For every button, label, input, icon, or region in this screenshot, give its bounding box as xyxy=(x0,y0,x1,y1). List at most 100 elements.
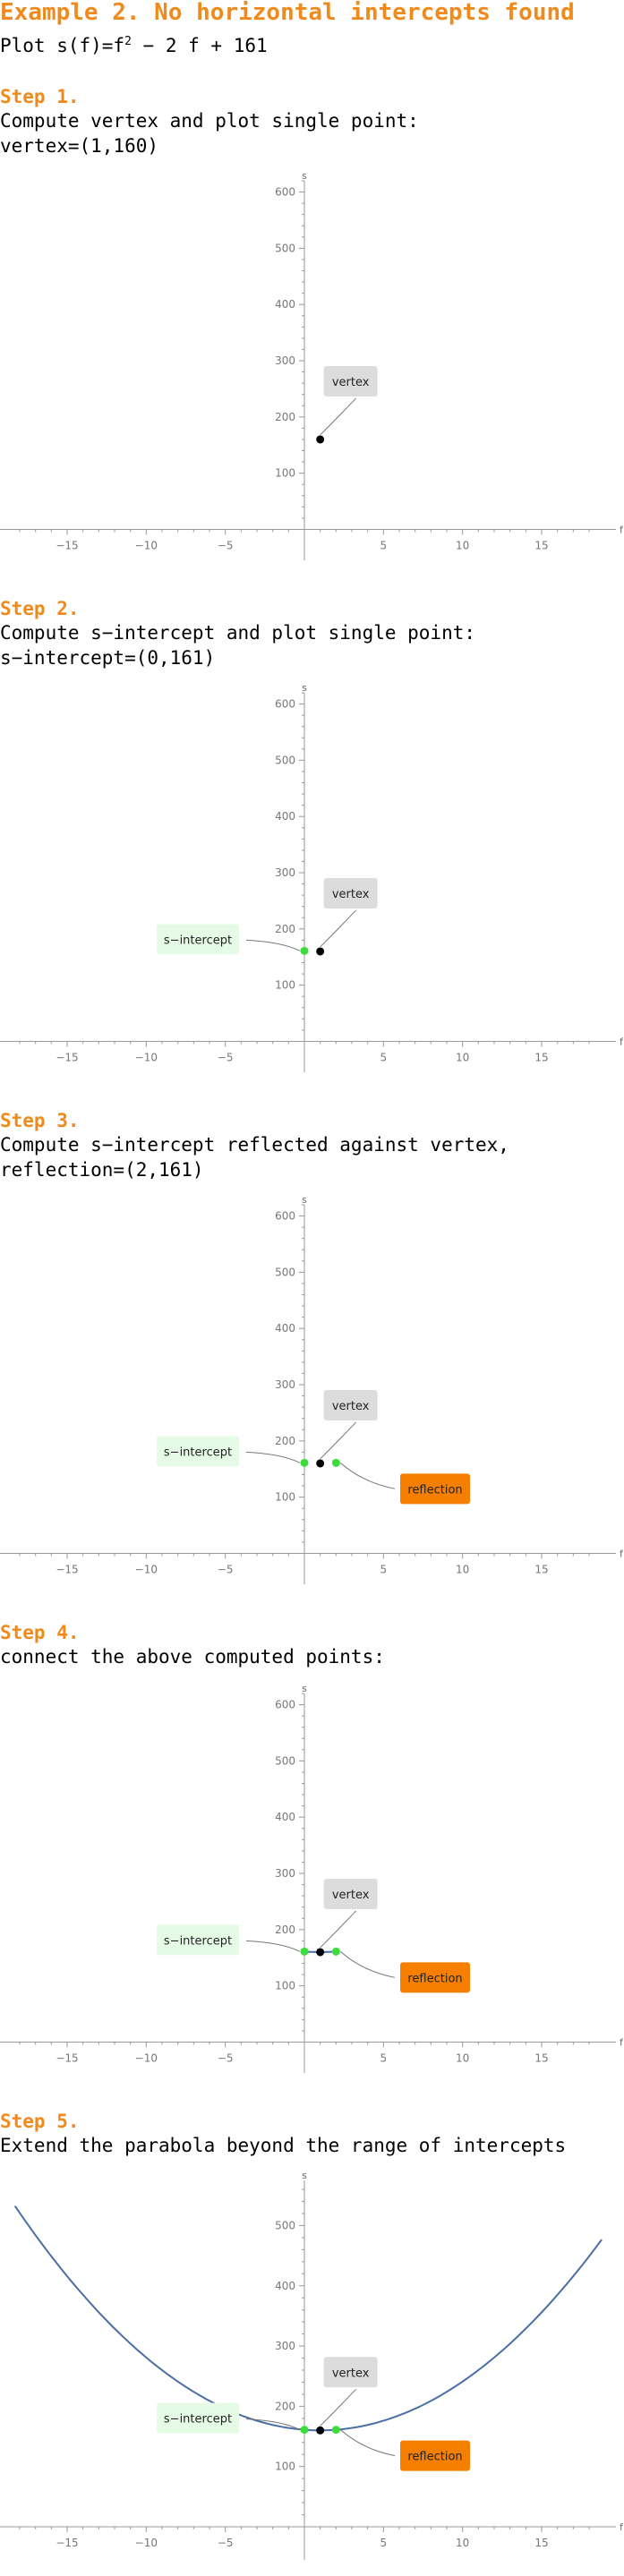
step-label: Step 2. xyxy=(0,598,80,619)
y-tick-label: 300 xyxy=(275,1867,295,1880)
x-tick-label: −5 xyxy=(218,1051,234,1063)
y-tick-label: 600 xyxy=(275,698,295,711)
reflection-leader xyxy=(340,1950,396,1978)
y-axis-label: s xyxy=(302,682,307,694)
x-tick-label: −15 xyxy=(56,2051,78,2064)
step-description: vertex=(1,160) xyxy=(0,135,159,157)
x-tick-label: 15 xyxy=(534,1051,548,1063)
y-tick-label: 400 xyxy=(275,2280,295,2292)
reflection-callout xyxy=(400,1962,470,1993)
y-tick-label: 600 xyxy=(275,1699,295,1711)
reflection-callout-label: reflection xyxy=(407,1972,462,1985)
vertex-point xyxy=(316,435,325,444)
x-tick-label: −15 xyxy=(56,2537,78,2549)
x-tick-label: 15 xyxy=(534,539,548,551)
y-tick-label: 200 xyxy=(275,2400,295,2412)
x-tick-label: −15 xyxy=(56,539,78,551)
intercept-leader xyxy=(245,1451,301,1463)
x-tick-label: 10 xyxy=(456,1051,469,1063)
intercept-leader xyxy=(245,2418,301,2431)
vertex-leader xyxy=(320,909,357,948)
y-tick-label: 300 xyxy=(275,354,295,367)
reflection-callout-label: reflection xyxy=(407,1483,462,1497)
step-label: Step 4. xyxy=(0,1622,80,1643)
y-tick-label: 400 xyxy=(275,1322,295,1335)
intercept-point xyxy=(300,1947,309,1956)
x-tick-label: −5 xyxy=(218,539,234,551)
x-tick-label: −10 xyxy=(135,2051,158,2064)
step-description: Compute s−intercept reflected against ve… xyxy=(0,1134,509,1156)
x-tick-label: 10 xyxy=(456,539,469,551)
vertex-callout-label: vertex xyxy=(332,376,370,389)
vertex-leader xyxy=(320,1421,357,1460)
x-tick-label: 15 xyxy=(534,1563,548,1575)
x-axis-label: f xyxy=(620,2036,624,2048)
page-title: Example 2. No horizontal intercepts foun… xyxy=(0,0,575,26)
intercept-callout-label: s−intercept xyxy=(164,934,232,947)
reflection-leader xyxy=(340,2429,396,2457)
x-tick-label: 5 xyxy=(380,2537,388,2549)
step-label: Step 5. xyxy=(0,2111,80,2132)
x-tick-label: −5 xyxy=(218,2537,234,2549)
x-tick-label: −15 xyxy=(56,1051,78,1063)
y-tick-label: 300 xyxy=(275,866,295,879)
y-tick-label: 300 xyxy=(275,2340,295,2352)
vertex-callout-label: vertex xyxy=(332,2367,370,2380)
y-tick-label: 400 xyxy=(275,1811,295,1823)
y-tick-label: 200 xyxy=(275,923,295,935)
reflection-callout xyxy=(400,1473,470,1505)
y-tick-label: 600 xyxy=(275,1210,295,1223)
vertex-callout xyxy=(323,1878,378,1909)
intercept-callout xyxy=(157,1436,239,1467)
vertex-callout xyxy=(323,365,378,397)
x-tick-label: −15 xyxy=(56,1563,78,1575)
vertex-callout-label: vertex xyxy=(332,1889,370,1902)
y-tick-label: 500 xyxy=(275,1266,295,1278)
x-tick-label: 5 xyxy=(380,539,388,551)
intercept-callout xyxy=(157,1924,239,1956)
step-description: reflection=(2,161) xyxy=(0,1159,204,1181)
y-tick-label: 100 xyxy=(275,467,295,480)
y-tick-label: 200 xyxy=(275,411,295,423)
chart-step-4: f s −15 −10 −5 5 10 15 100 200 300 400 500 600 vertex s… xyxy=(0,1683,624,2073)
intercept-callout xyxy=(157,2402,239,2434)
vertex-point xyxy=(316,1948,325,1957)
intercept-leader xyxy=(245,1940,301,1952)
y-axis-label: s xyxy=(302,1194,307,1206)
reflection-leader xyxy=(340,1462,396,1489)
plot-exponent: 2 xyxy=(124,35,132,48)
intercept-point xyxy=(300,2426,309,2435)
step-description: connect the above computed points: xyxy=(0,1646,385,1668)
x-tick-label: −5 xyxy=(218,1563,234,1575)
y-tick-label: 500 xyxy=(275,2219,295,2231)
plot-instruction: Plot s(f)=f2 − 2 f + 161 xyxy=(0,30,268,57)
step-description: Extend the parabola beyond the range of … xyxy=(0,2135,567,2156)
x-axis-label: f xyxy=(620,2521,624,2533)
x-tick-label: 5 xyxy=(380,1051,388,1063)
y-tick-label: 100 xyxy=(275,1980,295,1992)
x-tick-label: −10 xyxy=(135,539,158,551)
reflection-point xyxy=(331,1947,340,1956)
step-label: Step 1. xyxy=(0,86,80,107)
x-tick-label: 10 xyxy=(456,2051,469,2064)
step-description: Compute vertex and plot single point: xyxy=(0,110,419,132)
chart-step-3: f s −15 −10 −5 5 10 15 100 200 300 400 500 600 vertex s… xyxy=(0,1194,624,1584)
x-tick-label: −10 xyxy=(135,2537,158,2549)
chart-step-2: f s −15 −10 −5 5 10 15 100 200 300 400 500 600 vertex s… xyxy=(0,682,624,1072)
vertex-point xyxy=(316,947,325,956)
intercept-point xyxy=(300,946,309,955)
plot-function: s(f)=f xyxy=(56,35,125,56)
vertex-callout-label: vertex xyxy=(332,1400,370,1413)
y-axis-label: s xyxy=(302,1683,307,1694)
x-tick-label: 10 xyxy=(456,2537,469,2549)
y-tick-label: 400 xyxy=(275,298,295,311)
y-tick-label: 100 xyxy=(275,1491,295,1504)
y-tick-label: 500 xyxy=(275,754,295,766)
reflection-callout-label: reflection xyxy=(407,2451,462,2464)
intercept-callout xyxy=(157,924,239,955)
y-tick-label: 200 xyxy=(275,1923,295,1936)
step-description: s−intercept=(0,161) xyxy=(0,647,216,669)
vertex-point xyxy=(316,1459,325,1468)
y-tick-label: 400 xyxy=(275,810,295,823)
intercept-callout-label: s−intercept xyxy=(164,1934,232,1948)
